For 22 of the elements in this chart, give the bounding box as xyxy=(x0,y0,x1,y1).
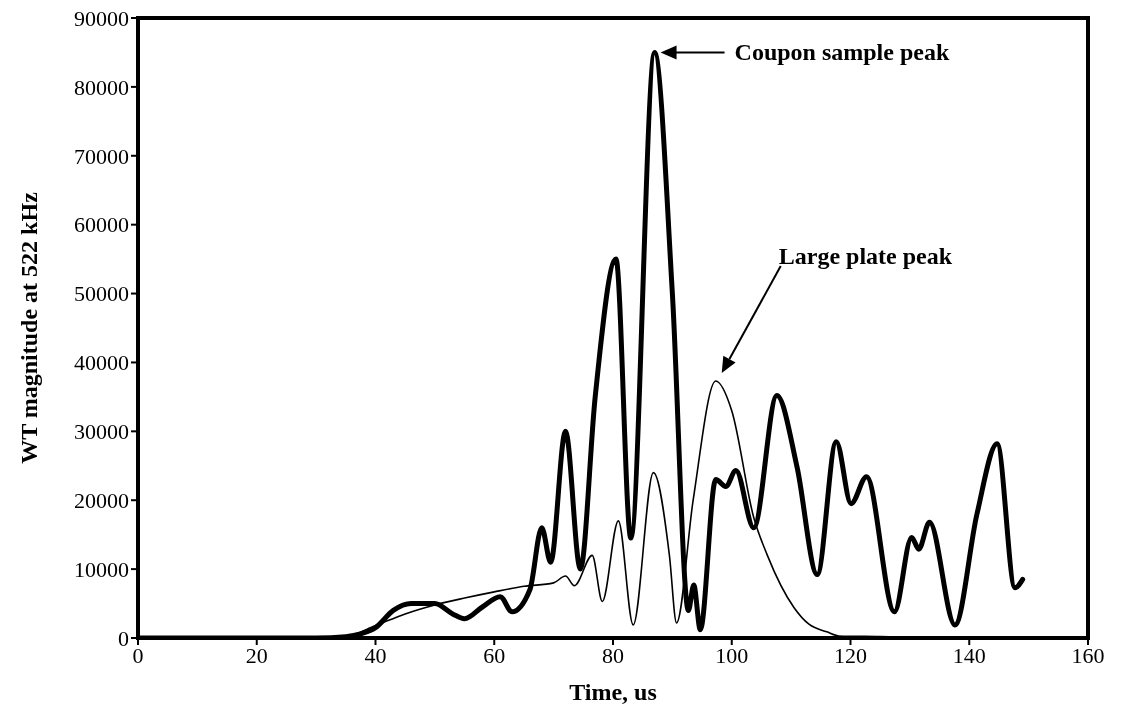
y-tick-label: 90000 xyxy=(74,5,129,31)
y-tick-label: 20000 xyxy=(74,488,129,514)
y-tick-label: 10000 xyxy=(74,556,129,582)
y-tick-label: 30000 xyxy=(74,419,129,445)
x-tick-label: 100 xyxy=(715,642,749,668)
y-tick-label: 0 xyxy=(118,625,129,651)
x-tick-label: 120 xyxy=(834,642,867,668)
y-tick-label: 50000 xyxy=(74,281,129,307)
y-tick-label: 80000 xyxy=(74,74,129,100)
y-tick-label: 70000 xyxy=(74,143,129,169)
x-tick-label: 140 xyxy=(952,642,986,668)
x-tick-label: 20 xyxy=(245,642,268,668)
y-axis-title: WT magnitude at 522 kHz xyxy=(15,191,42,464)
annotation: Coupon sample peak xyxy=(734,39,950,66)
x-tick-label: 80 xyxy=(602,642,624,668)
y-tick-label: 40000 xyxy=(74,350,129,376)
x-tick-label: 60 xyxy=(483,642,506,668)
x-axis-title: Time, us xyxy=(569,679,657,705)
x-tick-label: 40 xyxy=(364,642,387,668)
annotation: Large plate peak xyxy=(778,243,953,270)
x-tick-label: 160 xyxy=(1071,642,1105,668)
y-tick-label: 60000 xyxy=(74,212,129,238)
